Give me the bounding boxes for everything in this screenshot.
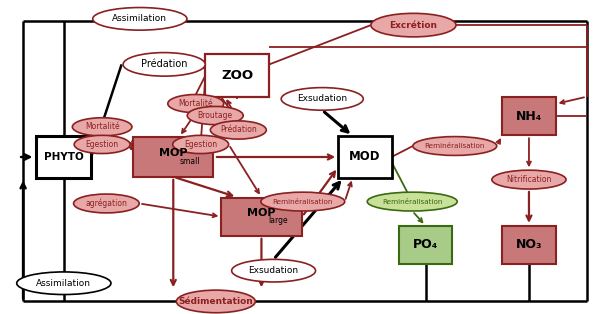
Text: ZOO: ZOO bbox=[221, 69, 253, 82]
Ellipse shape bbox=[187, 106, 243, 125]
Text: Excrétion: Excrétion bbox=[390, 21, 437, 30]
Text: small: small bbox=[180, 157, 201, 165]
Ellipse shape bbox=[371, 14, 456, 37]
FancyBboxPatch shape bbox=[399, 226, 452, 264]
Text: PO₄: PO₄ bbox=[413, 238, 438, 252]
Text: Reminéralisation: Reminéralisation bbox=[424, 143, 485, 149]
Ellipse shape bbox=[210, 121, 266, 139]
Text: MOP: MOP bbox=[247, 208, 275, 218]
Text: Reminéralisation: Reminéralisation bbox=[272, 198, 333, 205]
Text: agrégation: agrégation bbox=[86, 199, 127, 208]
Ellipse shape bbox=[492, 170, 566, 189]
Text: Prédation: Prédation bbox=[141, 59, 187, 69]
Text: MOP: MOP bbox=[159, 148, 187, 158]
FancyBboxPatch shape bbox=[221, 198, 302, 236]
Text: PHYTO: PHYTO bbox=[44, 152, 84, 162]
FancyBboxPatch shape bbox=[338, 136, 392, 178]
Text: NH₄: NH₄ bbox=[516, 110, 542, 123]
Ellipse shape bbox=[261, 192, 345, 211]
Text: Egestion: Egestion bbox=[184, 140, 217, 149]
Text: Reminéralisation: Reminéralisation bbox=[382, 198, 443, 205]
Ellipse shape bbox=[72, 118, 132, 136]
Ellipse shape bbox=[123, 52, 206, 76]
FancyBboxPatch shape bbox=[502, 226, 556, 264]
Text: Assimilation: Assimilation bbox=[36, 279, 91, 288]
Text: Mortalité: Mortalité bbox=[179, 99, 213, 108]
Ellipse shape bbox=[413, 137, 497, 155]
Ellipse shape bbox=[281, 88, 364, 110]
Text: Broutage: Broutage bbox=[198, 111, 233, 120]
Ellipse shape bbox=[92, 8, 187, 30]
Ellipse shape bbox=[16, 272, 111, 295]
FancyBboxPatch shape bbox=[133, 137, 213, 177]
Text: Exsudation: Exsudation bbox=[249, 266, 299, 275]
Ellipse shape bbox=[168, 95, 224, 113]
Ellipse shape bbox=[367, 192, 457, 211]
Text: Assimilation: Assimilation bbox=[112, 14, 167, 23]
Text: Nitrification: Nitrification bbox=[506, 175, 551, 184]
Ellipse shape bbox=[74, 194, 139, 213]
Text: Exsudation: Exsudation bbox=[297, 95, 347, 103]
Ellipse shape bbox=[176, 290, 255, 313]
Text: Prédation: Prédation bbox=[220, 126, 257, 134]
Text: Egestion: Egestion bbox=[86, 140, 119, 149]
FancyBboxPatch shape bbox=[206, 54, 269, 97]
Text: Sédimentation: Sédimentation bbox=[179, 297, 253, 306]
FancyBboxPatch shape bbox=[502, 97, 556, 135]
Text: NO₃: NO₃ bbox=[516, 238, 542, 252]
Ellipse shape bbox=[232, 259, 316, 282]
Text: large: large bbox=[269, 216, 288, 225]
Text: Mortalité: Mortalité bbox=[85, 122, 119, 131]
FancyBboxPatch shape bbox=[36, 136, 91, 178]
Ellipse shape bbox=[74, 135, 130, 154]
Text: MOD: MOD bbox=[349, 150, 381, 164]
Ellipse shape bbox=[173, 135, 229, 154]
